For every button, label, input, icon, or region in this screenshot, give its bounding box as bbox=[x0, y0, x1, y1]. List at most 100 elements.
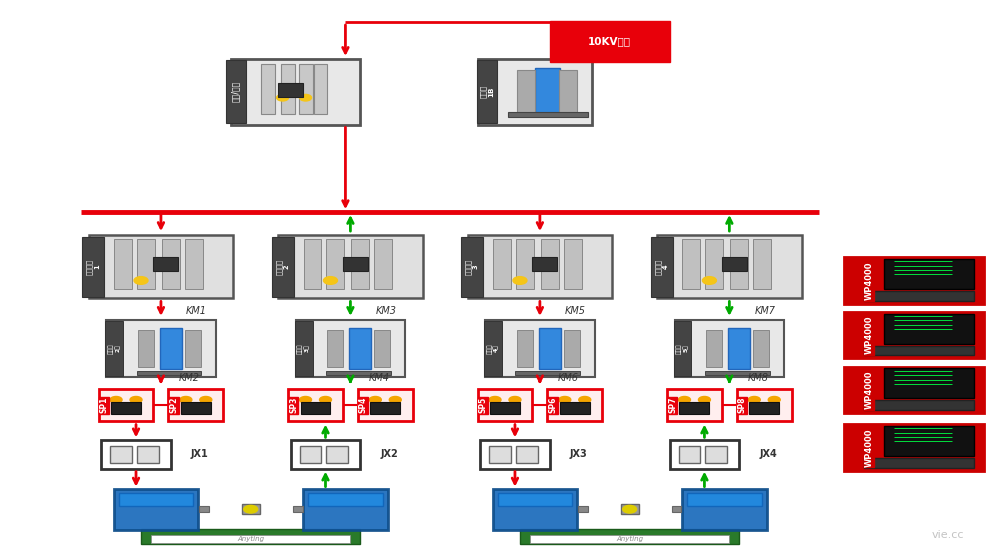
Text: WP4000: WP4000 bbox=[864, 428, 873, 466]
Circle shape bbox=[489, 397, 501, 403]
FancyBboxPatch shape bbox=[844, 367, 984, 413]
FancyBboxPatch shape bbox=[550, 20, 670, 62]
Circle shape bbox=[559, 397, 571, 403]
FancyBboxPatch shape bbox=[89, 235, 233, 298]
FancyBboxPatch shape bbox=[114, 489, 198, 530]
FancyBboxPatch shape bbox=[291, 440, 360, 469]
FancyBboxPatch shape bbox=[199, 506, 209, 513]
Text: KM8: KM8 bbox=[747, 373, 768, 383]
FancyBboxPatch shape bbox=[541, 239, 559, 289]
Circle shape bbox=[513, 277, 527, 284]
FancyBboxPatch shape bbox=[884, 368, 974, 398]
FancyBboxPatch shape bbox=[278, 83, 303, 97]
Text: 10KV电网: 10KV电网 bbox=[588, 36, 631, 46]
FancyBboxPatch shape bbox=[261, 64, 275, 113]
Circle shape bbox=[300, 397, 312, 403]
Text: KM5: KM5 bbox=[565, 306, 586, 316]
Text: SP4: SP4 bbox=[359, 397, 368, 414]
FancyBboxPatch shape bbox=[480, 440, 550, 469]
Text: 数字电源
1: 数字电源 1 bbox=[86, 259, 100, 275]
FancyBboxPatch shape bbox=[517, 70, 535, 113]
Circle shape bbox=[768, 397, 780, 403]
FancyBboxPatch shape bbox=[304, 239, 321, 289]
FancyBboxPatch shape bbox=[672, 506, 681, 513]
FancyBboxPatch shape bbox=[516, 239, 534, 289]
FancyBboxPatch shape bbox=[461, 236, 483, 297]
FancyBboxPatch shape bbox=[301, 402, 330, 414]
Text: vie.cc: vie.cc bbox=[931, 530, 964, 541]
FancyBboxPatch shape bbox=[468, 235, 612, 298]
FancyBboxPatch shape bbox=[185, 239, 203, 289]
FancyBboxPatch shape bbox=[516, 446, 538, 463]
FancyBboxPatch shape bbox=[478, 59, 592, 124]
FancyBboxPatch shape bbox=[753, 239, 771, 289]
Text: KM1: KM1 bbox=[186, 306, 207, 316]
Circle shape bbox=[579, 397, 591, 403]
Text: 数字电源
3: 数字电源 3 bbox=[465, 259, 479, 275]
Text: 变压器
3号: 变压器 3号 bbox=[297, 343, 310, 354]
FancyBboxPatch shape bbox=[682, 239, 700, 289]
Text: 变压器
4号: 变压器 4号 bbox=[487, 343, 499, 354]
FancyBboxPatch shape bbox=[670, 440, 739, 469]
Circle shape bbox=[244, 505, 258, 513]
FancyBboxPatch shape bbox=[884, 259, 974, 289]
FancyBboxPatch shape bbox=[864, 345, 974, 355]
FancyBboxPatch shape bbox=[705, 371, 770, 375]
FancyBboxPatch shape bbox=[370, 402, 400, 414]
FancyBboxPatch shape bbox=[231, 59, 360, 124]
FancyBboxPatch shape bbox=[162, 239, 180, 289]
FancyBboxPatch shape bbox=[547, 389, 602, 421]
Text: WP4000: WP4000 bbox=[864, 316, 873, 354]
Text: JX1: JX1 bbox=[191, 449, 209, 459]
FancyBboxPatch shape bbox=[674, 321, 691, 376]
FancyBboxPatch shape bbox=[559, 70, 577, 113]
FancyBboxPatch shape bbox=[564, 329, 580, 367]
FancyBboxPatch shape bbox=[374, 329, 390, 367]
FancyBboxPatch shape bbox=[160, 328, 182, 369]
Text: KM2: KM2 bbox=[179, 373, 200, 383]
Text: SP6: SP6 bbox=[548, 397, 557, 414]
FancyBboxPatch shape bbox=[844, 312, 984, 359]
FancyBboxPatch shape bbox=[737, 389, 792, 421]
FancyBboxPatch shape bbox=[226, 60, 246, 123]
FancyBboxPatch shape bbox=[844, 424, 984, 471]
Circle shape bbox=[130, 397, 142, 403]
Text: Anyting: Anyting bbox=[616, 536, 643, 542]
FancyBboxPatch shape bbox=[517, 329, 533, 367]
FancyBboxPatch shape bbox=[485, 320, 595, 377]
FancyBboxPatch shape bbox=[105, 321, 123, 376]
FancyBboxPatch shape bbox=[288, 389, 343, 421]
FancyBboxPatch shape bbox=[326, 239, 344, 289]
FancyBboxPatch shape bbox=[351, 239, 369, 289]
FancyBboxPatch shape bbox=[168, 389, 223, 421]
FancyBboxPatch shape bbox=[621, 504, 639, 514]
FancyBboxPatch shape bbox=[137, 239, 155, 289]
FancyBboxPatch shape bbox=[119, 492, 193, 506]
FancyBboxPatch shape bbox=[478, 389, 532, 421]
FancyBboxPatch shape bbox=[679, 446, 700, 463]
FancyBboxPatch shape bbox=[111, 402, 141, 414]
FancyBboxPatch shape bbox=[293, 506, 303, 513]
FancyBboxPatch shape bbox=[498, 492, 572, 506]
FancyBboxPatch shape bbox=[705, 239, 723, 289]
FancyBboxPatch shape bbox=[844, 257, 984, 304]
FancyBboxPatch shape bbox=[722, 257, 747, 271]
FancyBboxPatch shape bbox=[532, 257, 557, 271]
Text: 变压器
5号: 变压器 5号 bbox=[676, 343, 689, 354]
FancyBboxPatch shape bbox=[242, 504, 260, 514]
Circle shape bbox=[623, 505, 637, 513]
FancyBboxPatch shape bbox=[141, 529, 360, 544]
FancyBboxPatch shape bbox=[706, 329, 722, 367]
FancyBboxPatch shape bbox=[308, 492, 383, 506]
FancyBboxPatch shape bbox=[326, 446, 348, 463]
FancyBboxPatch shape bbox=[314, 64, 327, 113]
Text: 变压器
1B: 变压器 1B bbox=[480, 85, 494, 98]
FancyBboxPatch shape bbox=[477, 60, 497, 123]
FancyBboxPatch shape bbox=[300, 446, 321, 463]
FancyBboxPatch shape bbox=[101, 440, 171, 469]
FancyBboxPatch shape bbox=[560, 402, 590, 414]
FancyBboxPatch shape bbox=[185, 329, 201, 367]
FancyBboxPatch shape bbox=[515, 371, 580, 375]
Text: WP4000: WP4000 bbox=[864, 371, 873, 409]
FancyBboxPatch shape bbox=[358, 389, 413, 421]
